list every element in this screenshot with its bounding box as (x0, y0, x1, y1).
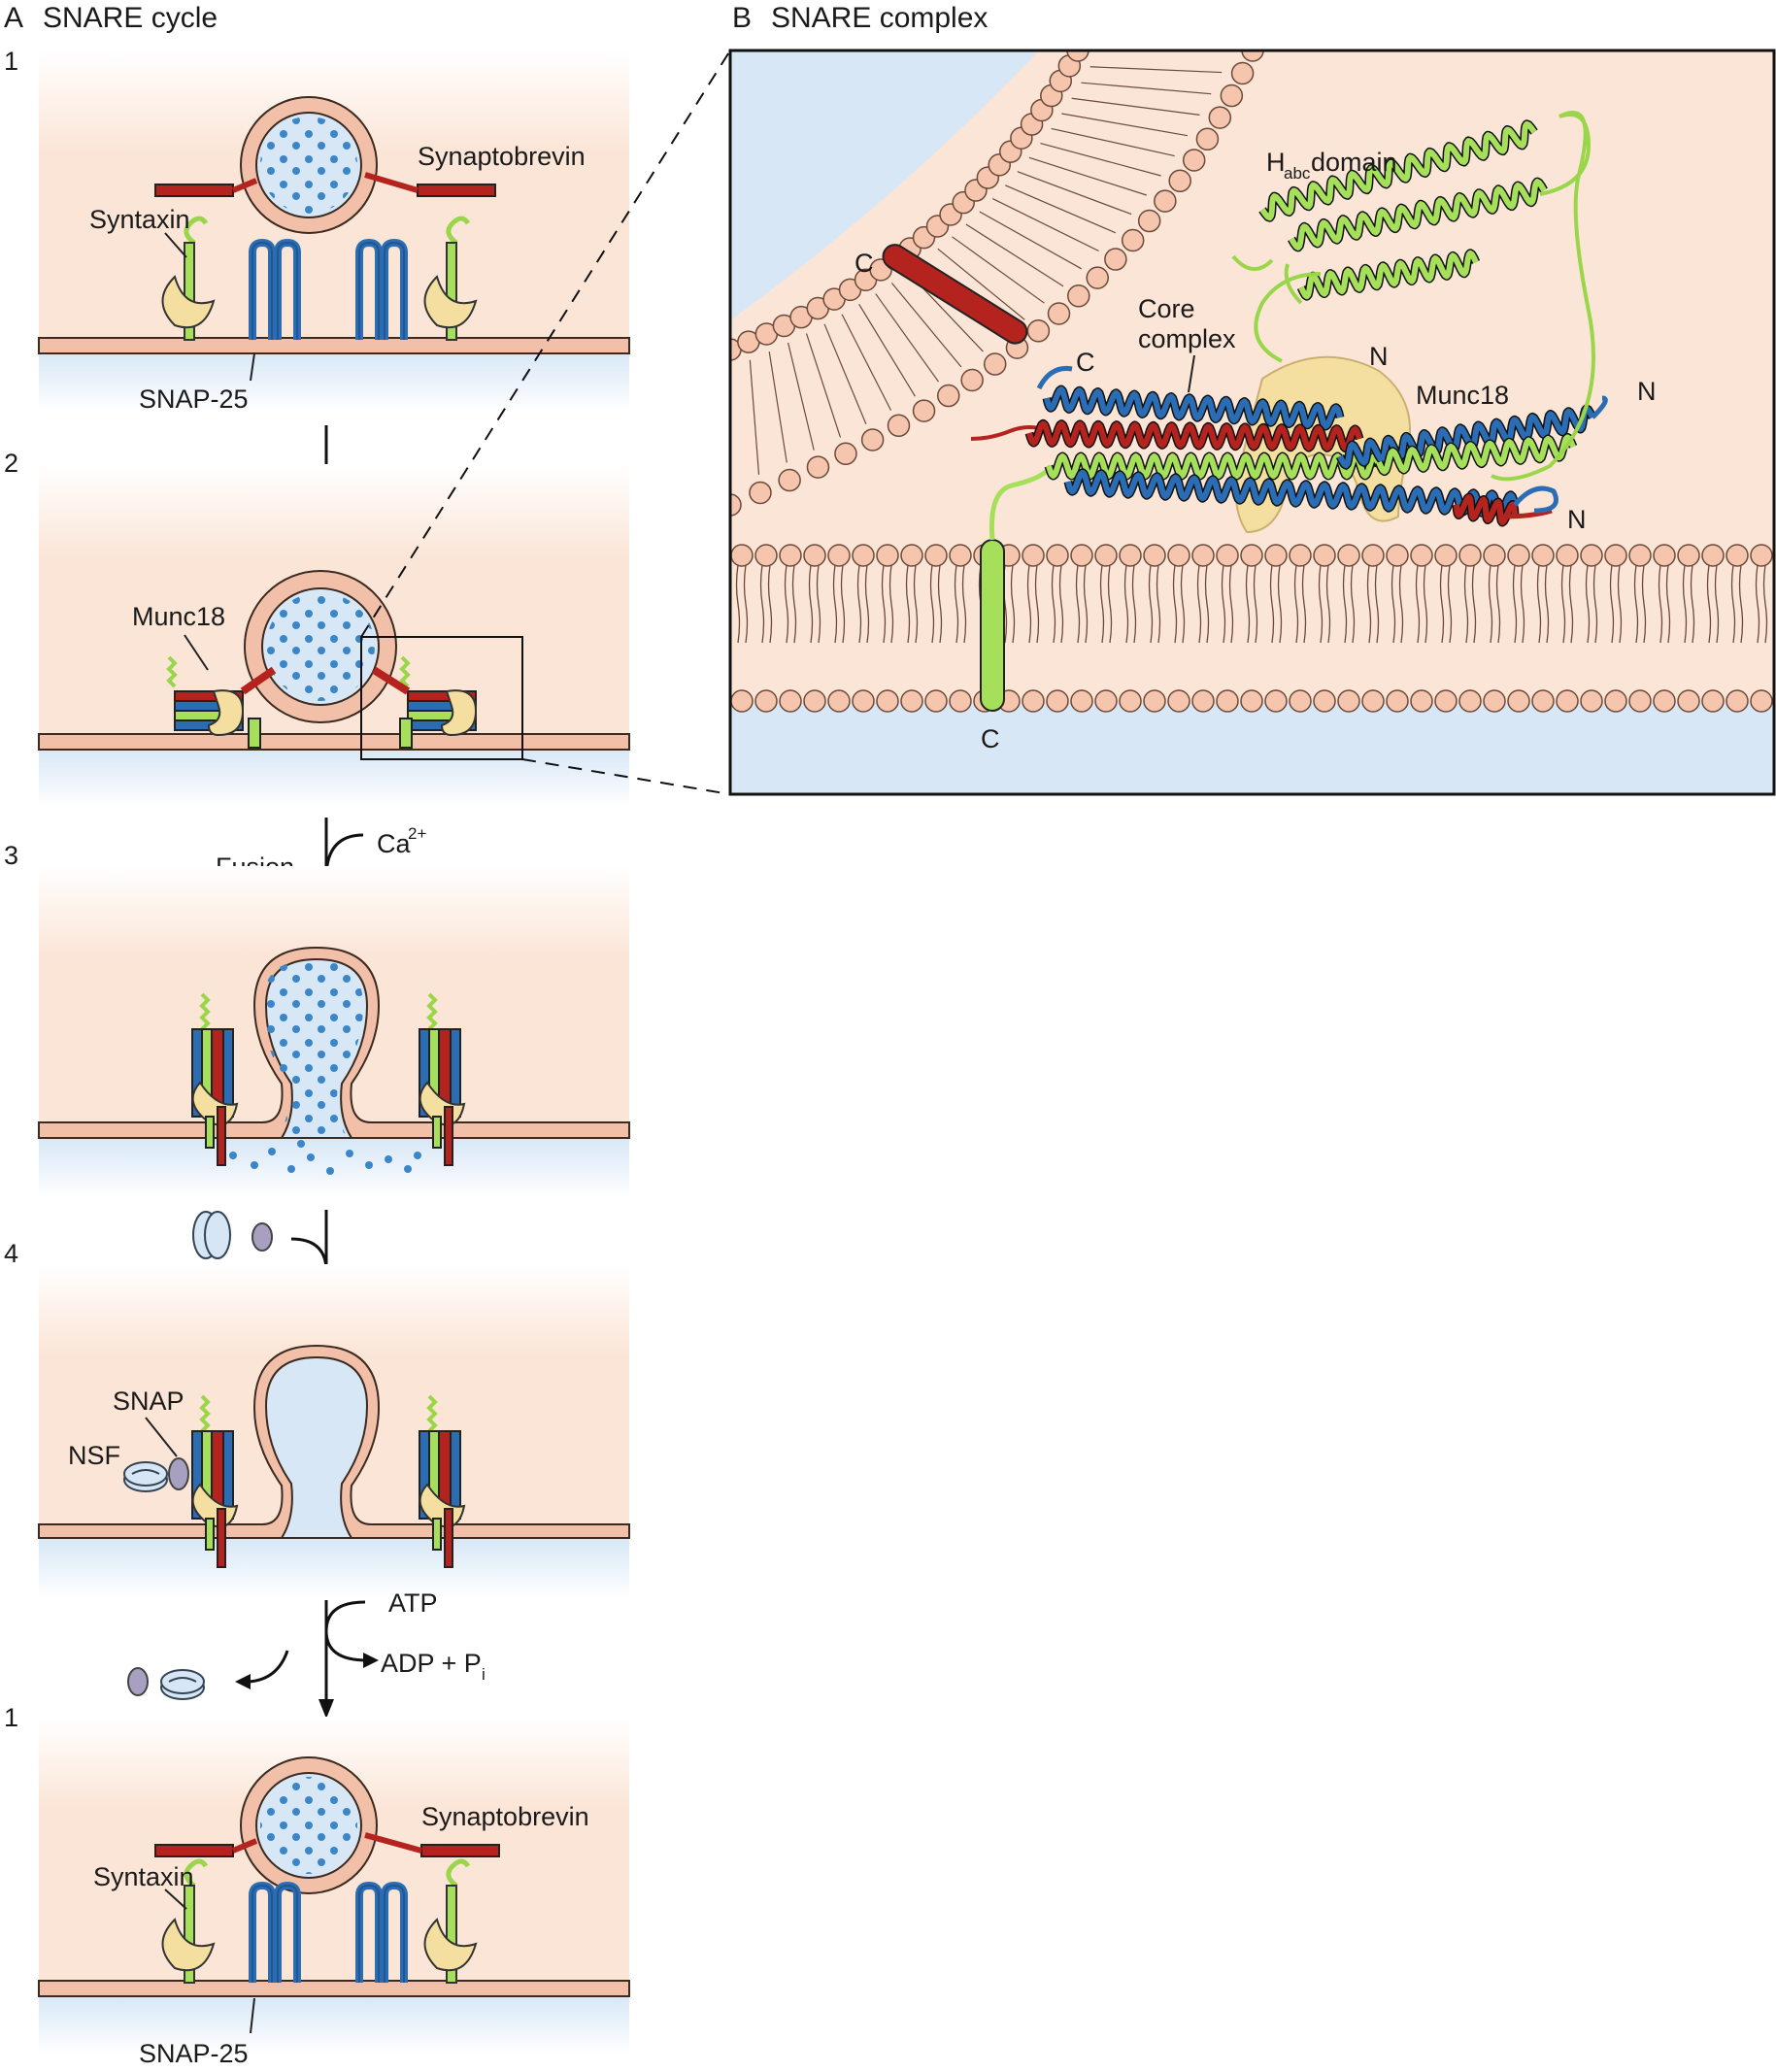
free-nsf (160, 1669, 205, 1700)
arrow-release (248, 1650, 289, 1684)
label-ca-charge: 2+ (408, 824, 426, 843)
label-snap-bound: SNAP (113, 1387, 184, 1416)
label-n-syntaxin: N (1369, 342, 1389, 371)
nsf-hexamer-icon (192, 1211, 231, 1259)
step-3-panel (38, 866, 630, 1198)
label-habc-sub: abc (1284, 164, 1311, 183)
step-2-number: 2 (4, 449, 18, 478)
label-ca: Ca (377, 829, 411, 858)
syntaxin-tmd (980, 539, 1005, 712)
panel-b-title: SNARE complex (771, 2, 988, 34)
label-syntaxin-reset: Syntaxin (93, 1862, 194, 1891)
vesicle-lumen (730, 50, 1039, 320)
panel-a-title: SNARE cycle (43, 2, 218, 34)
label-n-synaptobrevin: N (1567, 505, 1587, 534)
zoom-line-bottom (521, 758, 731, 795)
label-nsf-bound: NSF (68, 1441, 120, 1470)
snare-helix-bundle (1024, 384, 1597, 527)
panel-b-letter: B (732, 2, 752, 34)
step-3-number: 3 (4, 841, 18, 870)
step-1-panel: Synaptobrevin Syntaxin SNAP-25 (38, 50, 630, 414)
panel-a-letter: A (4, 2, 23, 34)
free-snap (127, 1667, 149, 1696)
label-munc18-b: Munc18 (1416, 381, 1509, 410)
label-munc18: Munc18 (132, 602, 225, 631)
bound-nsf (123, 1461, 168, 1492)
snap-protein-icon (251, 1222, 273, 1252)
label-snap25-reset: SNAP-25 (139, 2039, 249, 2068)
step-2-panel: Munc18 (38, 464, 630, 808)
label-core-line1: Core (1138, 294, 1195, 323)
synaptobrevin-left (154, 184, 234, 197)
bound-snap (168, 1457, 189, 1490)
label-habc-domain: domain (1311, 148, 1397, 177)
label-c-synaptobrevin: C (854, 249, 874, 278)
zoom-box (360, 636, 523, 760)
label-c-syntaxin: C (981, 724, 1000, 753)
label-synaptobrevin-reset: Synaptobrevin (421, 1802, 589, 1831)
label-habc-h: H (1266, 148, 1286, 177)
extracellular-space (730, 703, 1774, 794)
synaptobrevin-tmd (882, 244, 1028, 345)
synaptobrevin-right (417, 184, 496, 197)
step-4-panel: SNAP NSF (38, 1264, 630, 1598)
step-4-number: 4 (4, 1239, 18, 1268)
step-1-number: 1 (4, 47, 18, 76)
label-snap25: SNAP-25 (139, 384, 249, 414)
panel-b-frame (728, 49, 1776, 796)
label-n-snap25: N (1637, 377, 1657, 406)
panel-b-structure: H abc domain Core complex Munc18 C C C N… (728, 49, 1776, 796)
label-adp: ADP + P (381, 1649, 482, 1678)
label-synaptobrevin: Synaptobrevin (418, 142, 586, 171)
label-c-snap25: C (1076, 348, 1095, 377)
released-neurotransmitter (229, 1140, 421, 1175)
label-core-line2: complex (1138, 324, 1236, 353)
step-5-panel: Synaptobrevin Syntaxin SNAP-25 (38, 1717, 630, 2068)
step-5-number: 1 (4, 1703, 18, 1732)
habc-domain (1258, 119, 1548, 301)
label-adp-sub: i (482, 1665, 486, 1684)
label-syntaxin: Syntaxin (89, 205, 190, 234)
plasma-membrane-bilayer (730, 544, 1773, 713)
label-atp: ATP (388, 1588, 438, 1618)
